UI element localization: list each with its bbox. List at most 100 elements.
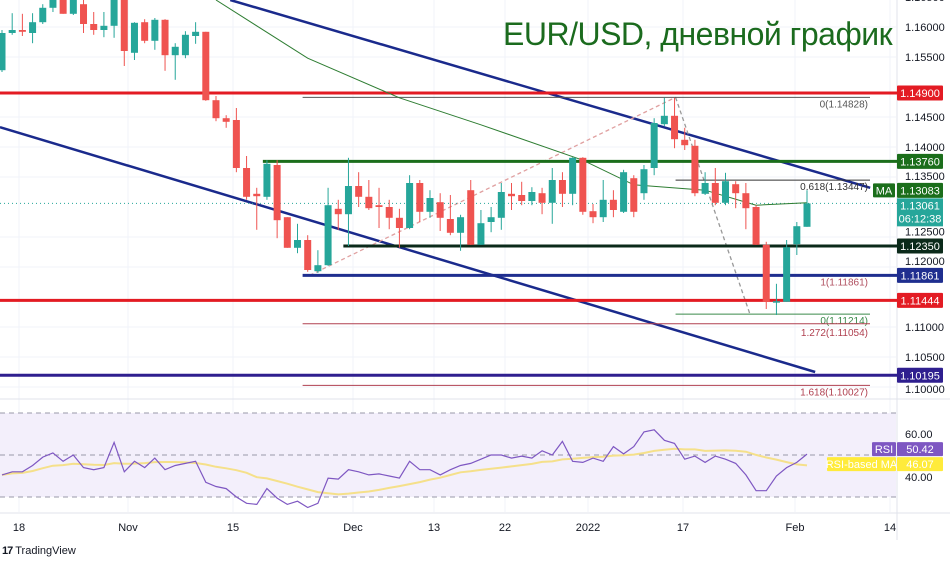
rsi-ma-line: [1, 447, 808, 496]
candle-up: [793, 226, 801, 245]
price-level-badge: 1.13760: [900, 156, 940, 168]
tradingview-logo[interactable]: 17 TradingView: [2, 545, 76, 557]
candle-up: [263, 163, 271, 197]
candle-up: [324, 205, 332, 266]
tradingview-name: TradingView: [15, 545, 76, 557]
candle-down: [467, 190, 475, 245]
candle-down: [691, 145, 699, 194]
candle-up: [181, 34, 189, 56]
candle-down: [120, 0, 128, 51]
candle-up: [406, 183, 414, 228]
candle-up: [721, 181, 729, 203]
candle-up: [151, 19, 159, 41]
rsi-value-badge: 50.42: [906, 444, 934, 456]
candle-down: [671, 115, 679, 140]
candle-up: [39, 7, 47, 23]
candle-up: [660, 115, 668, 125]
candle-down: [273, 165, 281, 221]
fib-level-label: 0(1.14828): [820, 99, 868, 110]
price-level-badge-bg: [897, 238, 943, 254]
candle-down: [385, 207, 393, 218]
fib-dashed-line: [309, 96, 676, 276]
chart-title: EUR/USD, дневной график: [503, 16, 893, 52]
ma-label-badge: MA: [876, 185, 893, 197]
candle-down: [161, 19, 169, 56]
candle-up: [0, 33, 6, 71]
candle-up: [426, 198, 434, 212]
price-level-badge: 1.11861: [901, 270, 940, 282]
candle-up: [314, 265, 322, 272]
candle-down: [630, 178, 638, 212]
candle-down: [355, 186, 363, 197]
price-level-badge-bg: [897, 367, 943, 383]
fib-level-label: 1.272(1.11054): [801, 328, 868, 339]
tradingview-mark-icon: 17: [2, 545, 13, 557]
rsi-band-background: [0, 413, 896, 497]
time-axis-label: 22: [499, 522, 511, 534]
current-price-badge-bg: [897, 198, 943, 227]
candle-up: [548, 180, 556, 203]
candle-up: [497, 192, 505, 218]
candle-up: [29, 22, 37, 33]
candle-down: [141, 22, 149, 41]
fib-level-label: 1.618(1.10027): [800, 387, 868, 398]
candle-down: [212, 100, 220, 119]
time-axis-label: 18: [13, 522, 25, 534]
candle-up: [171, 46, 179, 56]
candle-down: [732, 184, 740, 194]
candle-up: [110, 0, 118, 26]
candle-down: [762, 244, 770, 302]
candle-down: [243, 168, 251, 197]
price-axis-label: 1.12500: [905, 227, 945, 239]
price-level-badge: 1.10195: [900, 370, 940, 382]
candle-down: [365, 196, 373, 209]
candle-down: [283, 217, 291, 248]
candle-down: [711, 183, 719, 203]
candle-down: [222, 118, 230, 122]
rsi-ma-value-badge: 46.07: [906, 459, 934, 471]
candle-up: [772, 301, 780, 303]
candle-up: [650, 123, 658, 168]
candle-up: [528, 192, 536, 201]
candle-up: [457, 217, 465, 233]
candle-down: [202, 31, 210, 101]
candle-down: [395, 217, 403, 228]
price-axis-label: 1.12000: [905, 256, 945, 268]
candle-down: [375, 205, 383, 207]
rsi-label-badge-bg: [872, 442, 896, 457]
candle-up: [69, 0, 77, 14]
candle-down: [609, 199, 617, 210]
candle-up: [783, 247, 791, 302]
candle-up: [49, 0, 57, 8]
price-level-badge-bg: [897, 267, 943, 283]
time-axis-label: 13: [428, 522, 440, 534]
candle-down: [304, 240, 312, 270]
candle-up: [701, 183, 709, 194]
rsi-ma-value-badge-bg: [897, 457, 943, 472]
price-level-badge: 1.14900: [900, 88, 940, 100]
ma-value-badge-bg: [897, 182, 943, 198]
fib-level-label: 1(1.11861): [820, 277, 868, 288]
candle-down: [446, 219, 454, 233]
candle-down: [18, 30, 26, 32]
price-level-badge: 1.12350: [900, 241, 940, 253]
price-axis-label: 1.16500: [905, 0, 945, 4]
price-level-badge-bg: [897, 85, 943, 101]
candle-down: [579, 157, 587, 212]
price-axis-label: 1.16000: [905, 22, 945, 34]
price-level-badge-bg: [897, 292, 943, 308]
time-axis-label: 2022: [576, 522, 600, 534]
candle-down: [232, 120, 240, 168]
rsi-axis-label: 40.00: [905, 472, 933, 484]
candle-up: [477, 223, 485, 245]
candle-down: [80, 4, 88, 24]
ma-value-badge: 1.13083: [900, 185, 940, 197]
candle-down: [416, 183, 424, 212]
candle-up: [100, 25, 108, 30]
candle-down: [59, 0, 67, 14]
fib-level-label: 0.618(1.13447): [800, 182, 868, 193]
candle-up: [803, 203, 811, 227]
bar-countdown: 06:12:38: [899, 213, 942, 225]
price-axis-label: 1.10500: [905, 352, 945, 364]
